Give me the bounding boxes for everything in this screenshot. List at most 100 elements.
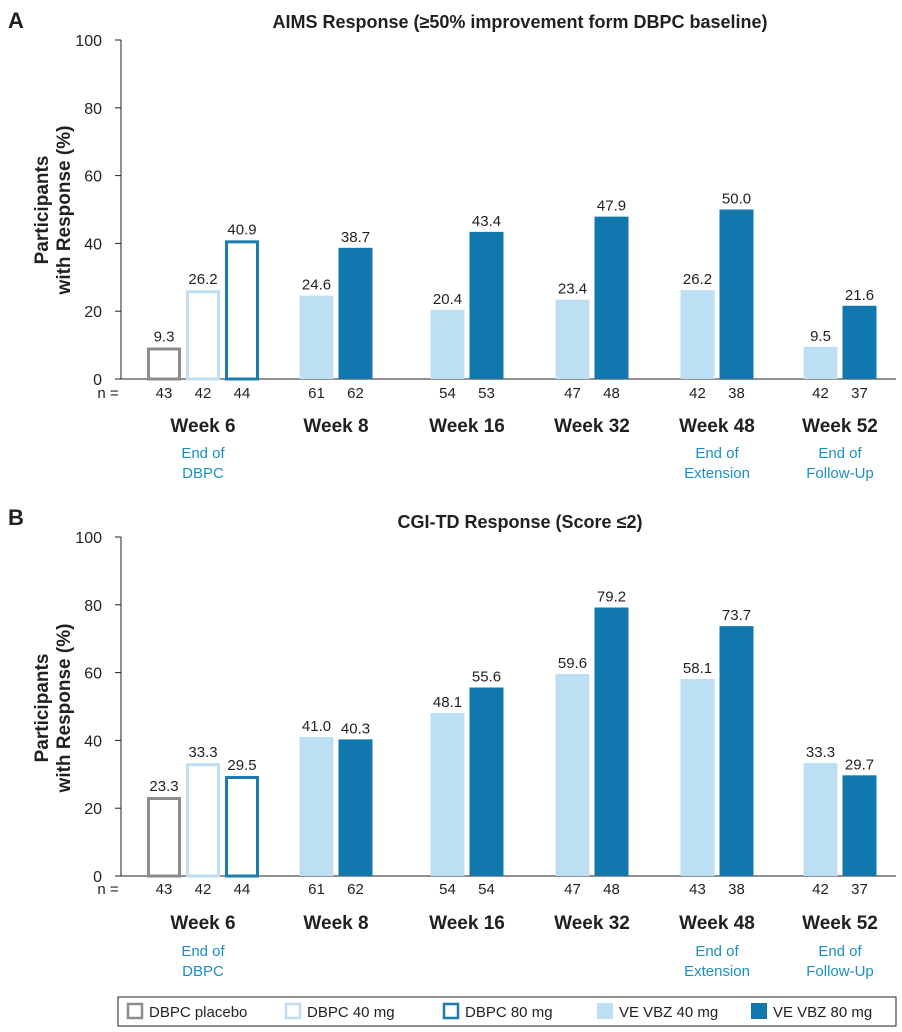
legend-swatch: [751, 1003, 767, 1019]
x-category-sublabel: End of: [695, 445, 739, 462]
y-axis-title-line: with Response (%): [54, 126, 75, 296]
x-category-label: Week 32: [554, 913, 630, 934]
bar-value-label: 26.2: [683, 271, 712, 288]
y-tick-label: 40: [84, 236, 102, 253]
bar-value-label: 58.1: [683, 660, 712, 677]
bar-value-label: 29.5: [227, 757, 256, 774]
n-value: 43: [156, 881, 173, 898]
bar: [594, 607, 629, 876]
bar-value-label: 20.4: [433, 291, 462, 308]
bar: [338, 739, 373, 876]
bar-value-label: 38.7: [341, 229, 370, 246]
panel-letter: A: [8, 8, 24, 33]
n-value: 54: [478, 881, 495, 898]
y-tick-label: 20: [84, 801, 102, 818]
bar-value-label: 47.9: [597, 198, 626, 215]
n-value: 42: [195, 385, 212, 402]
n-value: 62: [347, 881, 364, 898]
legend-label: DBPC 80 mg: [465, 1004, 553, 1021]
x-category-label: Week 52: [802, 416, 878, 437]
n-value: 42: [812, 881, 829, 898]
legend-swatch: [597, 1003, 613, 1019]
bar-value-label: 33.3: [806, 744, 835, 761]
n-value: 43: [156, 385, 173, 402]
x-category-sublabel: End of: [818, 445, 862, 462]
legend-label: VE VBZ 80 mg: [773, 1004, 872, 1021]
bar: [555, 673, 590, 876]
bar-value-label: 40.9: [227, 221, 256, 238]
chart-title: CGI-TD Response (Score ≤2): [398, 512, 643, 532]
x-category-sublabel: End of: [181, 943, 225, 960]
n-value: 42: [689, 385, 706, 402]
bar-value-label: 41.0: [302, 718, 331, 735]
n-value: 47: [564, 385, 581, 402]
bar: [147, 347, 181, 381]
n-value: 42: [195, 881, 212, 898]
panel-letter: B: [8, 505, 24, 530]
y-tick-label: 0: [93, 869, 102, 886]
bar-value-label: 9.5: [810, 328, 831, 345]
y-axis-title: Participantswith Response (%): [32, 624, 75, 794]
bar-value-label: 50.0: [722, 191, 751, 208]
bar-value-label: 26.2: [188, 271, 217, 288]
x-category-sublabel: DBPC: [182, 963, 224, 980]
bar: [680, 679, 715, 876]
bar-value-label: 23.3: [149, 778, 178, 795]
legend-swatch: [126, 1002, 144, 1020]
bar-value-label: 73.7: [722, 607, 751, 624]
y-tick-label: 100: [75, 530, 102, 547]
y-tick-label: 80: [84, 598, 102, 615]
x-category-sublabel: Extension: [684, 963, 750, 980]
x-category-sublabel: End of: [818, 943, 862, 960]
bar: [680, 290, 715, 379]
bar: [842, 775, 877, 876]
bar-value-label: 9.3: [154, 328, 175, 345]
bar: [225, 775, 259, 878]
bar-value-label: 43.4: [472, 213, 501, 230]
bar-value-label: 21.6: [845, 287, 874, 304]
n-value: 37: [851, 881, 868, 898]
y-tick-label: 0: [93, 372, 102, 389]
x-category-label: Week 48: [679, 416, 755, 437]
bar-value-label: 29.7: [845, 756, 874, 773]
x-category-sublabel: Follow-Up: [806, 465, 874, 482]
bar-value-label: 33.3: [188, 744, 217, 761]
legend-label: DBPC placebo: [149, 1004, 247, 1021]
n-value: 62: [347, 385, 364, 402]
bar: [594, 216, 629, 379]
bar: [430, 309, 465, 379]
y-axis-title-line: Participants: [32, 156, 53, 265]
bar: [186, 763, 220, 878]
n-value: 54: [439, 385, 456, 402]
y-tick-label: 100: [75, 33, 102, 50]
bar-value-label: 48.1: [433, 694, 462, 711]
y-tick-label: 80: [84, 101, 102, 118]
chart-title: AIMS Response (≥50% improvement form DBP…: [273, 12, 768, 32]
n-value: 48: [603, 881, 620, 898]
x-category-label: Week 48: [679, 913, 755, 934]
n-value: 53: [478, 385, 495, 402]
legend-swatch: [442, 1002, 460, 1020]
bar: [803, 346, 838, 379]
y-tick-label: 20: [84, 304, 102, 321]
bar: [719, 626, 754, 876]
bar: [469, 231, 504, 379]
bar: [469, 687, 504, 876]
x-category-sublabel: End of: [181, 445, 225, 462]
n-value: 54: [439, 881, 456, 898]
x-category-label: Week 8: [303, 913, 368, 934]
x-category-sublabel: End of: [695, 943, 739, 960]
legend-swatch: [284, 1002, 302, 1020]
x-category-label: Week 16: [429, 913, 505, 934]
bar: [430, 712, 465, 876]
x-category-sublabel: DBPC: [182, 465, 224, 482]
legend-label: DBPC 40 mg: [307, 1004, 395, 1021]
bar-value-label: 79.2: [597, 589, 626, 606]
x-category-label: Week 32: [554, 416, 630, 437]
bar: [299, 737, 334, 876]
bar: [338, 247, 373, 379]
x-category-label: Week 6: [170, 416, 235, 437]
y-tick-label: 40: [84, 733, 102, 750]
n-value: 44: [234, 881, 251, 898]
n-value: 43: [689, 881, 706, 898]
